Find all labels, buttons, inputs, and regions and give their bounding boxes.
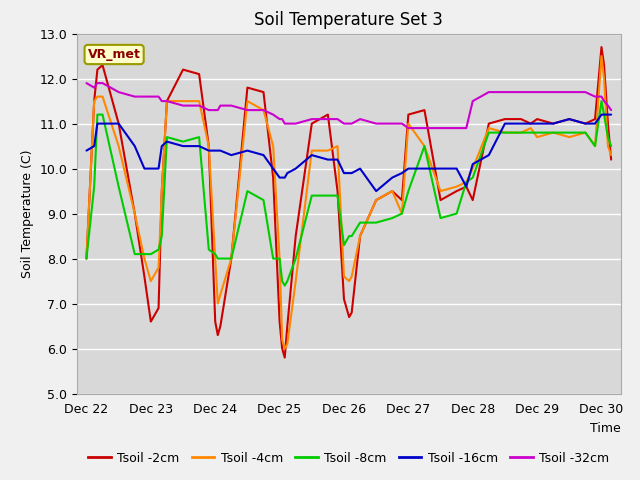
Tsoil -4cm [141, 256, 148, 262]
Tsoil -8cm [281, 283, 289, 288]
Tsoil -4cm [83, 256, 90, 262]
Tsoil -4cm [205, 143, 212, 149]
Legend: Tsoil -2cm, Tsoil -4cm, Tsoil -8cm, Tsoil -16cm, Tsoil -32cm: Tsoil -2cm, Tsoil -4cm, Tsoil -8cm, Tsoi… [83, 447, 614, 469]
Text: VR_met: VR_met [88, 48, 141, 61]
Tsoil -16cm [163, 139, 171, 144]
Tsoil -32cm [269, 112, 277, 118]
Tsoil -16cm [83, 148, 90, 154]
Tsoil -16cm [607, 112, 615, 118]
Tsoil -4cm [281, 346, 289, 351]
Tsoil -16cm [604, 112, 612, 118]
Tsoil -32cm [141, 94, 148, 99]
Line: Tsoil -8cm: Tsoil -8cm [86, 101, 611, 286]
Tsoil -2cm [83, 256, 90, 262]
Tsoil -32cm [582, 89, 589, 95]
Tsoil -16cm [269, 166, 277, 171]
Tsoil -2cm [269, 175, 277, 180]
Tsoil -32cm [604, 103, 612, 108]
Line: Tsoil -32cm: Tsoil -32cm [86, 83, 611, 128]
Tsoil -4cm [582, 130, 589, 135]
Tsoil -8cm [607, 143, 615, 149]
Tsoil -8cm [604, 134, 612, 140]
Tsoil -2cm [163, 98, 171, 104]
Tsoil -2cm [205, 143, 212, 149]
Tsoil -4cm [598, 53, 605, 59]
Tsoil -32cm [205, 107, 212, 113]
Tsoil -16cm [582, 120, 589, 126]
Tsoil -2cm [607, 156, 615, 162]
Tsoil -8cm [163, 134, 171, 140]
Title: Soil Temperature Set 3: Soil Temperature Set 3 [254, 11, 444, 29]
Tsoil -4cm [163, 98, 171, 104]
Line: Tsoil -16cm: Tsoil -16cm [86, 115, 611, 191]
Tsoil -4cm [607, 152, 615, 158]
Tsoil -32cm [83, 80, 90, 86]
Tsoil -2cm [604, 120, 612, 126]
Tsoil -8cm [141, 251, 148, 257]
Tsoil -8cm [205, 247, 212, 252]
Tsoil -16cm [141, 166, 148, 171]
Tsoil -4cm [269, 143, 277, 149]
Tsoil -2cm [598, 44, 605, 50]
Text: Time: Time [590, 422, 621, 435]
Tsoil -2cm [582, 120, 589, 126]
Tsoil -16cm [598, 112, 605, 118]
Tsoil -2cm [281, 355, 289, 360]
Tsoil -32cm [163, 98, 171, 104]
Tsoil -32cm [404, 125, 412, 131]
Tsoil -16cm [372, 188, 380, 194]
Line: Tsoil -2cm: Tsoil -2cm [86, 47, 611, 358]
Tsoil -8cm [598, 98, 605, 104]
Y-axis label: Soil Temperature (C): Soil Temperature (C) [20, 149, 34, 278]
Line: Tsoil -4cm: Tsoil -4cm [86, 56, 611, 348]
Tsoil -8cm [83, 256, 90, 262]
Tsoil -32cm [607, 107, 615, 113]
Tsoil -2cm [141, 274, 148, 279]
Tsoil -4cm [604, 143, 612, 149]
Tsoil -8cm [269, 256, 277, 262]
Tsoil -8cm [582, 130, 589, 135]
Tsoil -16cm [205, 148, 212, 154]
